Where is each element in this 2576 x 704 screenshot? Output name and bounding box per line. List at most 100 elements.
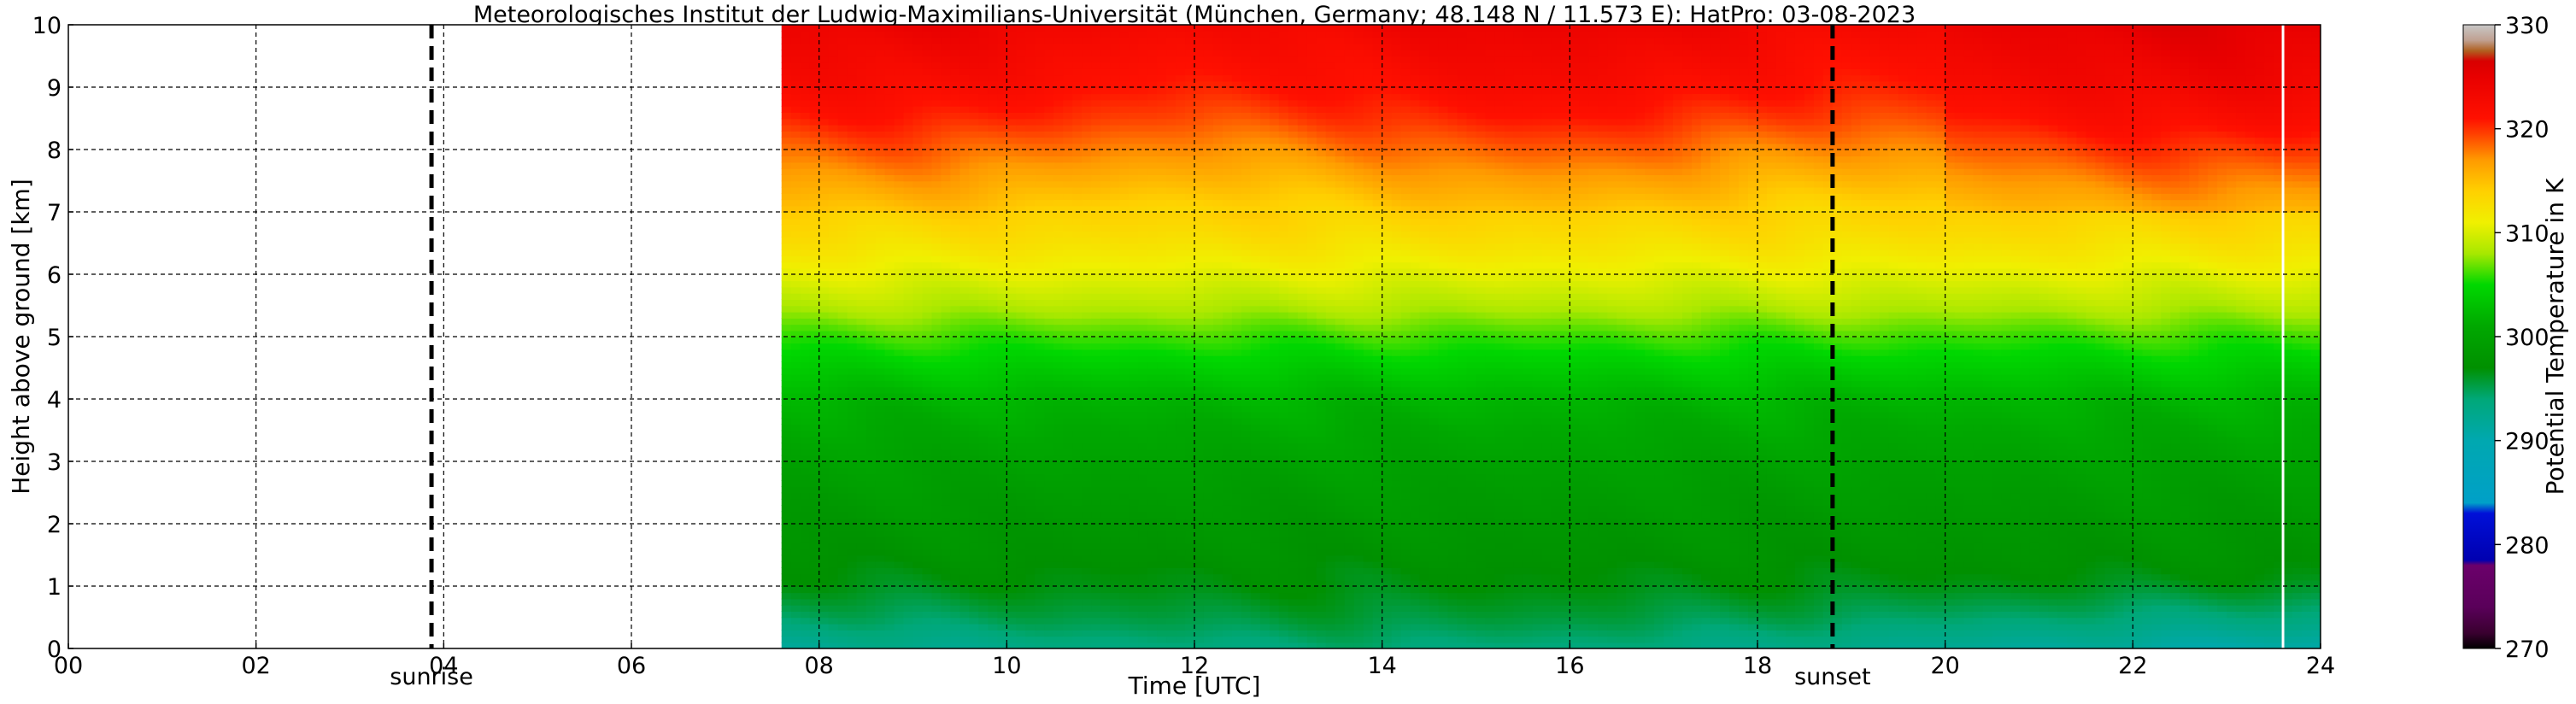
heatmap-cell — [1166, 137, 1177, 144]
heatmap-cell — [1157, 505, 1167, 513]
heatmap-cell — [1119, 286, 1130, 294]
heatmap-cell — [884, 486, 895, 494]
heatmap-cell — [1185, 630, 1195, 637]
heatmap-cell — [1006, 436, 1018, 443]
heatmap-cell — [1185, 180, 1195, 188]
heatmap-cell — [819, 186, 830, 194]
heatmap-cell — [1082, 349, 1092, 356]
heatmap-cell — [828, 93, 839, 101]
heatmap-cell — [1082, 150, 1092, 157]
heatmap-cell — [1025, 249, 1036, 256]
heatmap-cell — [1091, 74, 1101, 82]
heatmap-cell — [1222, 411, 1233, 419]
heatmap-cell — [969, 617, 980, 625]
heatmap-cell — [1129, 430, 1139, 437]
heatmap-cell — [809, 392, 820, 400]
heatmap-cell — [800, 155, 811, 163]
heatmap-cell — [903, 530, 914, 537]
heatmap-cell — [1110, 124, 1120, 132]
heatmap-cell — [1185, 199, 1195, 207]
heatmap-cell — [950, 367, 961, 375]
heatmap-cell — [800, 311, 811, 319]
heatmap-cell — [837, 443, 848, 450]
heatmap-cell — [790, 161, 801, 169]
heatmap-cell — [875, 31, 886, 38]
heatmap-cell — [988, 361, 999, 369]
heatmap-cell — [847, 417, 858, 425]
heatmap-cell — [819, 373, 830, 381]
heatmap-cell — [1176, 380, 1186, 388]
heatmap-cell — [1072, 373, 1083, 381]
heatmap-cell — [847, 155, 858, 163]
heatmap-cell — [1016, 611, 1027, 619]
heatmap-cell — [1006, 630, 1018, 637]
heatmap-cell — [1072, 392, 1083, 400]
heatmap-cell — [1035, 267, 1046, 275]
heatmap-cell — [922, 205, 933, 213]
heatmap-cell — [1231, 161, 1242, 169]
heatmap-cell — [969, 150, 980, 157]
heatmap-cell — [922, 355, 933, 362]
heatmap-cell — [894, 224, 905, 232]
heatmap-cell — [809, 105, 820, 113]
heatmap-cell — [941, 280, 952, 288]
heatmap-cell — [800, 205, 811, 213]
heatmap-cell — [819, 199, 830, 207]
heatmap-cell — [1176, 261, 1186, 269]
heatmap-cell — [1176, 592, 1186, 600]
heatmap-cell — [894, 411, 905, 419]
heatmap-cell — [950, 118, 961, 126]
heatmap-cell — [1016, 449, 1027, 456]
heatmap-cell — [894, 592, 905, 600]
heatmap-cell — [1147, 380, 1158, 388]
heatmap-cell — [800, 430, 811, 437]
heatmap-cell — [875, 224, 886, 232]
heatmap-cell — [1082, 137, 1092, 144]
heatmap-cell — [790, 280, 801, 288]
heatmap-cell — [1100, 37, 1111, 44]
heatmap-cell — [941, 604, 952, 612]
heatmap-cell — [866, 286, 877, 294]
heatmap-cell — [1025, 286, 1036, 294]
heatmap-cell — [800, 492, 811, 500]
heatmap-cell — [1194, 604, 1205, 612]
heatmap-cell — [856, 573, 867, 581]
heatmap-cell — [950, 530, 961, 537]
heatmap-cell — [790, 498, 801, 506]
heatmap-cell — [1185, 99, 1195, 107]
heatmap-cell — [1176, 467, 1186, 475]
heatmap-cell — [1166, 449, 1177, 456]
heatmap-cell — [819, 137, 830, 144]
heatmap-cell — [828, 74, 839, 82]
heatmap-cell — [969, 436, 980, 443]
heatmap-cell — [1185, 505, 1195, 513]
heatmap-cell — [1091, 292, 1101, 300]
heatmap-cell — [894, 218, 905, 226]
heatmap-cell — [856, 380, 867, 388]
heatmap-cell — [1203, 56, 1214, 63]
heatmap-cell — [959, 417, 971, 425]
heatmap-cell — [1053, 598, 1065, 606]
heatmap-cell — [1166, 524, 1177, 531]
heatmap-cell — [1222, 417, 1233, 425]
heatmap-cell — [837, 267, 848, 275]
heatmap-cell — [978, 274, 989, 282]
heatmap-cell — [1063, 417, 1074, 425]
heatmap-cell — [931, 417, 942, 425]
heatmap-cell — [1157, 62, 1167, 69]
heatmap-cell — [856, 261, 867, 269]
heatmap-cell — [1110, 642, 1120, 648]
heatmap-cell — [1025, 31, 1036, 38]
heatmap-cell — [941, 511, 952, 519]
heatmap-cell — [828, 623, 839, 631]
heatmap-cell — [837, 224, 848, 232]
heatmap-cell — [866, 449, 877, 456]
heatmap-cell — [903, 461, 914, 469]
heatmap-cell — [1147, 623, 1158, 631]
heatmap-cell — [1129, 243, 1139, 250]
heatmap-cell — [1006, 224, 1018, 232]
heatmap-cell — [809, 536, 820, 543]
heatmap-cell — [950, 50, 961, 57]
heatmap-cell — [950, 255, 961, 263]
heatmap-cell — [1100, 218, 1111, 226]
